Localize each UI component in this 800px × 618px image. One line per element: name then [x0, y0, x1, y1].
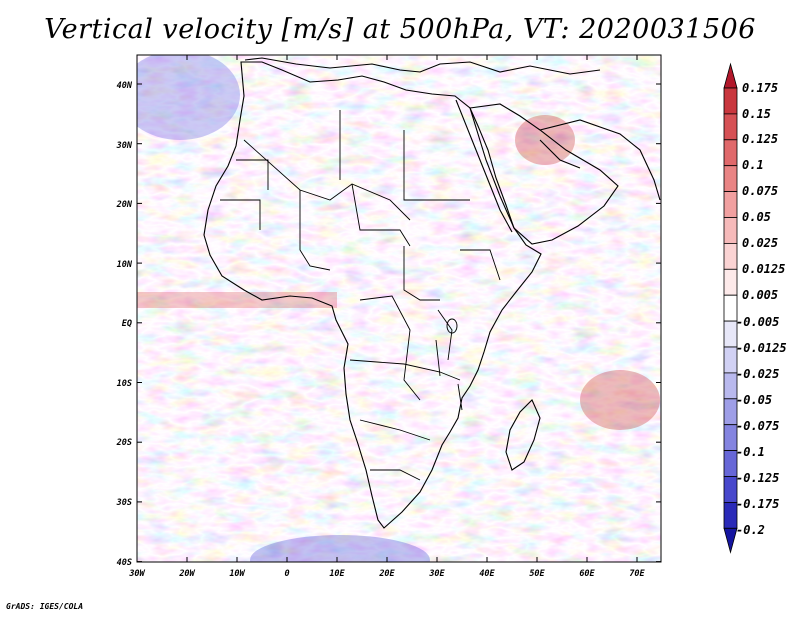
colorbar-min-arrow	[723, 527, 738, 554]
lon-axis: 30W 20W 10W 0 10E 20E 30E 40E 50E 60E 70…	[128, 569, 645, 579]
colorbar-label: 0.005	[742, 288, 778, 302]
lat-axis: 40N 30N 20N 10N EQ 10S 20S 30S 40S	[116, 81, 133, 568]
lat-label: 10S	[117, 379, 132, 389]
arabian-peninsula	[469, 103, 619, 245]
lon-label: 20E	[378, 569, 395, 579]
colorbar-swatch	[723, 268, 738, 296]
axis-ticks	[136, 55, 661, 563]
colorbar-label: 0.05	[742, 210, 771, 224]
chart-title: Vertical velocity [m/s] at 500hPa, VT: 2…	[44, 14, 756, 45]
colorbar-label: -0.075	[736, 419, 779, 433]
colorbar-label: 0.025	[742, 236, 778, 250]
colorbar-label: 0.175	[742, 81, 778, 95]
persian-gulf	[539, 139, 581, 169]
europe-coast	[244, 57, 601, 75]
colorbar-label: -0.025	[736, 367, 779, 381]
colorbar-label: -0.005	[736, 315, 779, 329]
colorbar-max-arrow	[723, 62, 738, 89]
lon-label: 60E	[579, 569, 595, 579]
lon-label: 20W	[178, 569, 195, 579]
lon-label: 10E	[329, 569, 345, 579]
colorbar-labels: 0.175 0.15 0.125 0.1 0.075 0.05 0.025 0.…	[736, 81, 787, 537]
lon-label: 70E	[629, 569, 645, 579]
colorbar-swatch	[723, 217, 738, 244]
velocity-field	[137, 55, 661, 562]
lon-label: 30E	[428, 569, 445, 579]
colorbar-label: 0.15	[742, 107, 771, 121]
colorbar-label: 0.1	[742, 158, 764, 172]
colorbar-label: -0.175	[736, 497, 779, 511]
coastlines	[203, 57, 661, 529]
country-borders	[220, 110, 501, 481]
lat-label: 20S	[116, 438, 132, 448]
lat-label: 10N	[117, 260, 133, 270]
colorbar-label: 0.0125	[742, 262, 785, 276]
colorbar-swatch	[723, 165, 738, 192]
lon-label: 40E	[479, 569, 495, 579]
colorbar	[723, 62, 738, 554]
africa-coastline	[203, 61, 542, 529]
colorbar-swatch	[723, 191, 738, 218]
colorbar-label: 0.125	[742, 132, 778, 146]
lon-label: 0	[284, 569, 289, 579]
colorbar-swatch	[723, 87, 738, 115]
colorbar-label: -0.1	[736, 445, 765, 459]
madagascar	[505, 399, 541, 471]
lat-label: 30S	[116, 498, 132, 508]
lakes	[435, 318, 463, 411]
colorbar-label: 0.075	[742, 184, 778, 198]
persia-india-coast	[539, 119, 661, 201]
colorbar-label: -0.0125	[736, 341, 787, 355]
colorbar-swatch	[723, 139, 738, 167]
lat-label: 20N	[116, 200, 133, 210]
lon-label: 30W	[128, 569, 145, 579]
footer-credit: GrADS: IGES/COLA	[6, 602, 84, 611]
colorbar-label: -0.05	[736, 393, 772, 407]
red-sea	[455, 99, 513, 233]
lat-label: 40N	[117, 81, 133, 91]
colorbar-label: -0.125	[736, 471, 779, 485]
lat-label: 30N	[116, 141, 133, 151]
colorbar-label: -0.2	[736, 523, 765, 537]
colorbar-swatch	[723, 113, 738, 141]
lon-label: 50E	[529, 569, 545, 579]
lat-label: EQ	[122, 319, 132, 329]
colorbar-swatch	[723, 242, 738, 270]
plot-frame	[136, 54, 662, 563]
lat-label: 40S	[117, 558, 132, 568]
lon-label: 10W	[229, 569, 245, 579]
